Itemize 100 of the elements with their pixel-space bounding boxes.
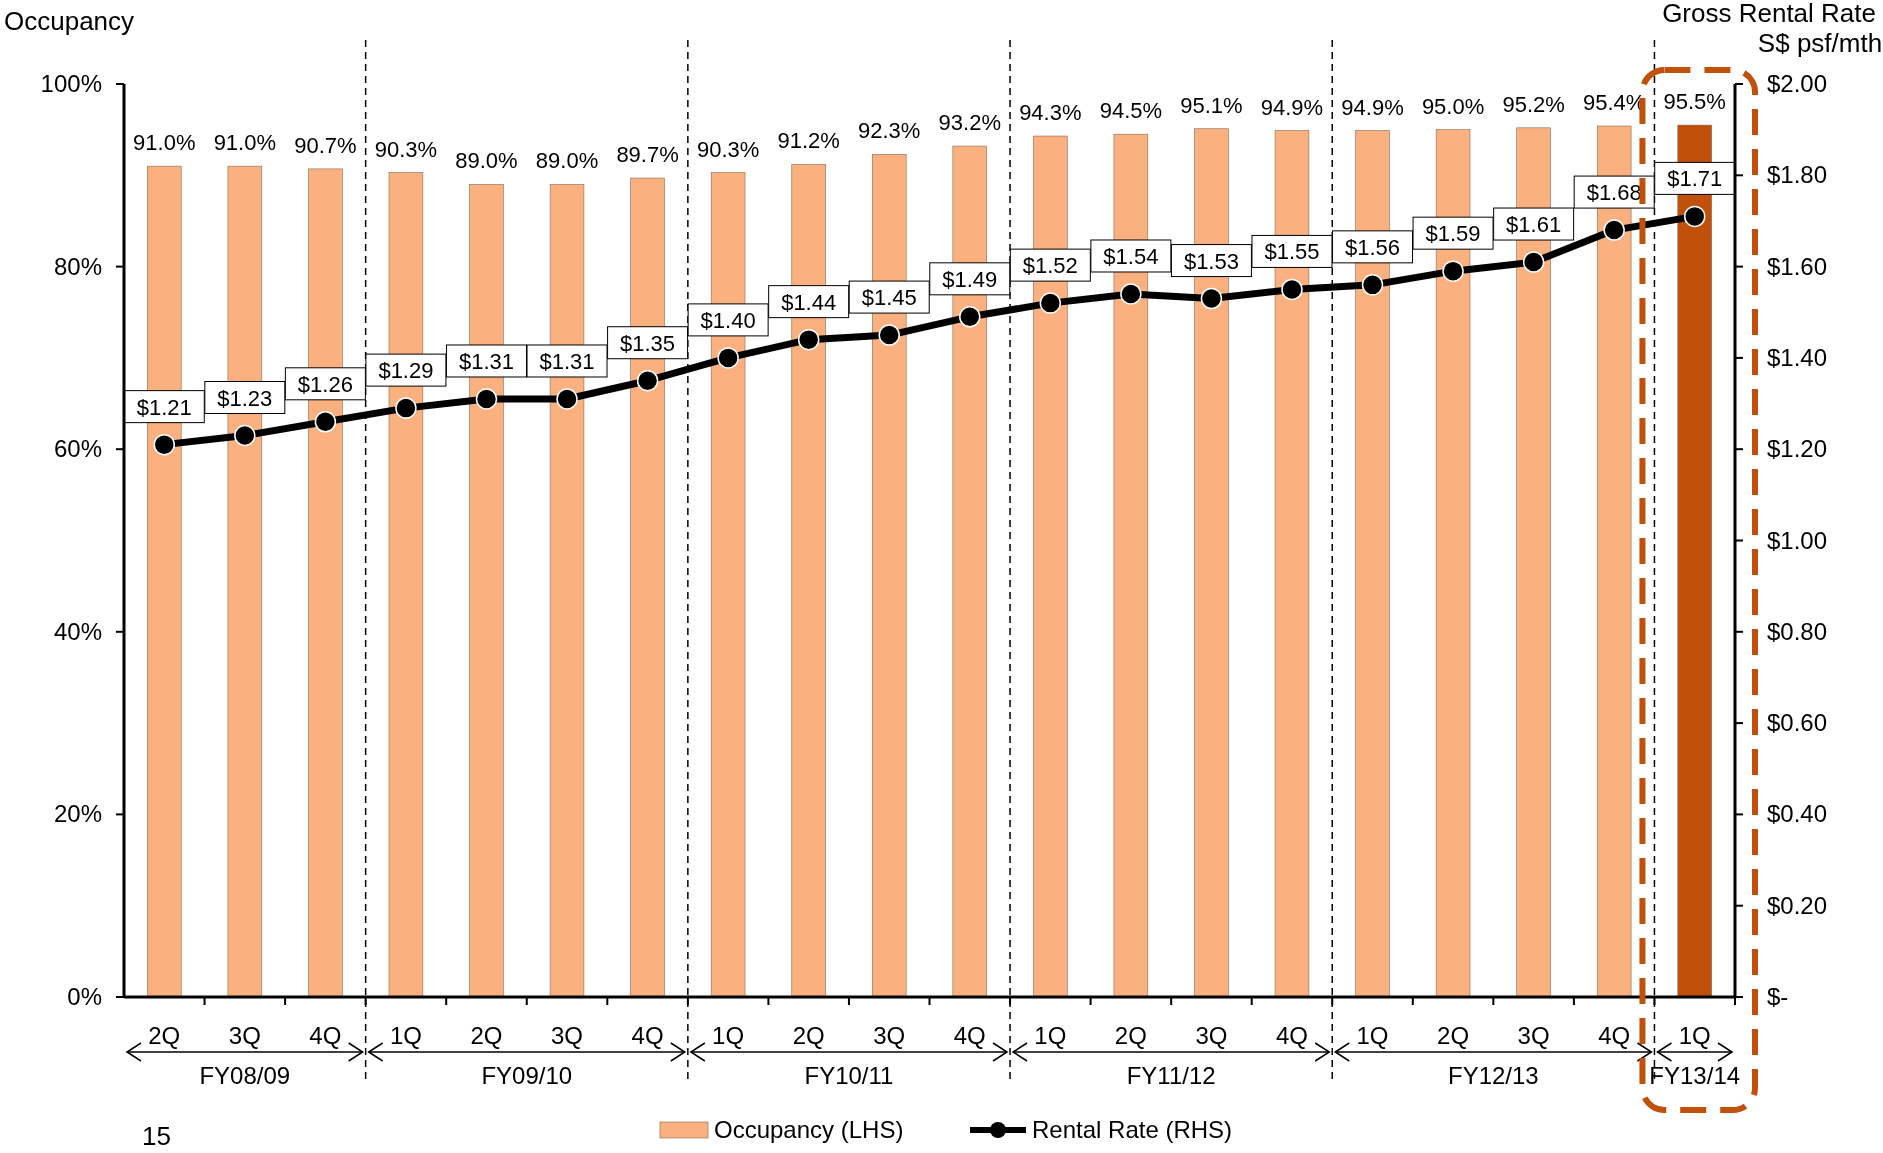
y2-tick-label: $-	[1767, 983, 1789, 1010]
point	[1683, 205, 1706, 228]
data-label: 95.5%	[1663, 89, 1726, 115]
data-label: 95.1%	[1180, 92, 1243, 118]
data-label: 90.3%	[696, 136, 760, 162]
x-tick-label: 4Q	[631, 1022, 664, 1049]
data-label: $1.44	[781, 289, 837, 315]
data-label: 94.3%	[1019, 100, 1082, 126]
data-label: 94.9%	[1260, 94, 1324, 120]
y2-tick-label: $1.00	[1767, 526, 1828, 554]
data-label: 91.0%	[133, 130, 196, 156]
point	[1281, 278, 1303, 301]
y2-tick-label: $0.40	[1767, 800, 1828, 828]
text: FY09/10	[481, 1062, 573, 1089]
y2-tick-label: $1.20	[1767, 435, 1828, 463]
point	[1120, 283, 1142, 305]
y2-axis-title: Gross Rental Rate S$ psf/mth	[1662, 0, 1883, 58]
data-label: 95.0%	[1421, 93, 1485, 119]
x-tick-label: 2Q	[1437, 1022, 1470, 1049]
point	[797, 328, 820, 351]
data-label: $1.31	[458, 348, 515, 374]
point	[1200, 287, 1223, 310]
data-label: 92.3%	[858, 118, 921, 144]
point	[234, 424, 256, 447]
data-label: 89.0%	[535, 148, 599, 174]
text: FY08/09	[199, 1062, 291, 1089]
x-tick-label: 3Q	[1195, 1022, 1228, 1049]
data-label: $1.61	[1506, 212, 1562, 238]
data-label: 94.9%	[1341, 94, 1404, 120]
data-label: 89.7%	[616, 142, 679, 168]
x-tick-label: 3Q	[873, 1022, 906, 1049]
point	[878, 324, 900, 346]
point	[636, 369, 659, 392]
x-tick-label: 3Q	[1517, 1022, 1550, 1049]
data-label: $1.55	[1264, 239, 1320, 265]
data-label: 95.2%	[1502, 91, 1565, 117]
y2-tick-label: $0.60	[1767, 709, 1828, 737]
data-label: $1.23	[217, 385, 273, 411]
point	[959, 306, 981, 328]
x-tick-label: 1Q	[1356, 1022, 1389, 1049]
x-tick-label: 2Q	[148, 1022, 181, 1049]
x-tick-label: 3Q	[551, 1022, 584, 1049]
text: 15	[142, 1121, 171, 1151]
point	[717, 347, 739, 369]
x-tick-label: 4Q	[953, 1022, 986, 1049]
data-label: $1.49	[942, 266, 998, 292]
point	[314, 411, 337, 433]
data-label: $1.45	[861, 285, 917, 311]
data-label: $1.59	[1425, 221, 1481, 247]
x-tick-label: 3Q	[228, 1022, 261, 1049]
y-tick-label: 20%	[53, 800, 102, 828]
y-tick-label: 100%	[40, 70, 102, 97]
x-tick-label: 1Q	[1034, 1022, 1067, 1049]
point	[1442, 260, 1464, 282]
text: FY11/12	[1126, 1062, 1216, 1089]
x-tick-label: 4Q	[309, 1022, 342, 1049]
data-label: $1.71	[1667, 166, 1723, 192]
text: FY13/14	[1649, 1062, 1741, 1089]
y2-tick-label: $1.80	[1767, 161, 1828, 189]
point	[395, 397, 417, 419]
y-tick-label: 0%	[67, 983, 102, 1010]
data-label: 90.3%	[374, 136, 438, 162]
data-label: $1.35	[620, 330, 676, 356]
data-label: $1.21	[136, 394, 192, 420]
point	[556, 388, 578, 410]
y2-tick-label: $1.60	[1767, 252, 1828, 280]
y2-tick-label: $0.20	[1767, 891, 1828, 919]
data-label: 90.7%	[294, 132, 357, 158]
point	[1603, 219, 1625, 241]
point	[1361, 274, 1384, 296]
x-tick-label: 4Q	[1598, 1022, 1631, 1049]
legend-label: Occupancy (LHS)	[714, 1116, 904, 1143]
data-label: $1.31	[539, 348, 595, 374]
x-tick-label: 2Q	[470, 1022, 503, 1049]
text: FY10/11	[804, 1062, 894, 1089]
data-label: $1.26	[297, 371, 353, 397]
data-label: $1.29	[378, 358, 434, 384]
x-tick-label: 1Q	[1678, 1022, 1711, 1049]
data-label: $1.53	[1183, 248, 1239, 274]
data-label: $1.52	[1022, 253, 1078, 279]
y-tick-label: 80%	[53, 252, 102, 280]
y2-tick-label: $0.80	[1767, 617, 1828, 645]
data-label: $1.68	[1586, 180, 1642, 206]
x-tick-label: 1Q	[712, 1022, 745, 1049]
data-label: 91.2%	[777, 128, 840, 154]
data-label: 91.0%	[213, 130, 277, 156]
data-label: 94.5%	[1099, 98, 1163, 124]
data-label: 93.2%	[938, 110, 1001, 136]
data-label: 89.0%	[455, 148, 518, 174]
text: FY12/13	[1447, 1062, 1539, 1089]
point	[475, 388, 498, 410]
x-tick-label: 2Q	[792, 1022, 825, 1049]
point	[1039, 292, 1062, 314]
data-label: $1.56	[1344, 234, 1401, 260]
y-tick-label: 60%	[53, 435, 102, 463]
point	[153, 433, 176, 456]
y-tick-label: 40%	[53, 617, 102, 645]
data-label: $1.40	[700, 307, 756, 333]
x-tick-label: 2Q	[1114, 1022, 1147, 1049]
y2-tick-label: $1.40	[1767, 343, 1828, 371]
